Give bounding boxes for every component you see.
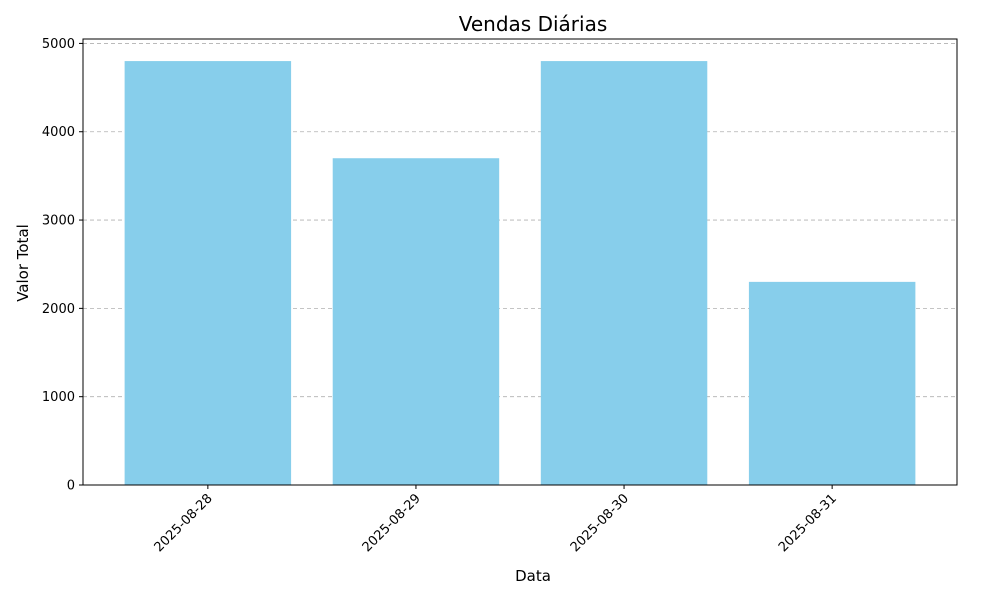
x-tick-label-2025-08-30: 2025-08-30: [568, 491, 632, 555]
x-axis-label: Data: [515, 567, 551, 585]
bars: [124, 61, 916, 485]
x-tick-label-2025-08-29: 2025-08-29: [360, 491, 424, 555]
y-tick-label-3000: 3000: [42, 214, 75, 229]
y-tick-label-5000: 5000: [42, 37, 75, 52]
y-axis-label: Valor Total: [14, 224, 32, 302]
x-tick-label-2025-08-31: 2025-08-31: [776, 491, 840, 555]
x-tick-label-2025-08-28: 2025-08-28: [152, 491, 216, 555]
y-tick-label-1000: 1000: [42, 390, 75, 405]
bar-2025-08-29: [332, 158, 500, 485]
chart-title: Vendas Diárias: [459, 12, 608, 36]
x-axis-ticks: 2025-08-28 2025-08-29 2025-08-30 2025-08-31: [152, 485, 840, 555]
y-tick-label-0: 0: [67, 479, 75, 494]
bar-2025-08-31: [748, 281, 916, 485]
y-tick-label-2000: 2000: [42, 302, 75, 317]
plot-frame: [82, 38, 958, 486]
y-axis-ticks: 0 1000 2000 3000 4000 5000: [42, 37, 83, 494]
bar-2025-08-28: [124, 61, 292, 485]
y-tick-label-4000: 4000: [42, 125, 75, 140]
bar-2025-08-30: [540, 61, 708, 485]
